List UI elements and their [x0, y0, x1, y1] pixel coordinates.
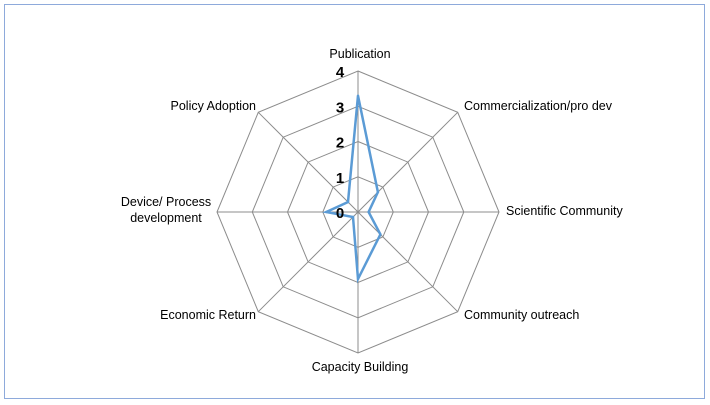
category-label-5: Economic Return: [160, 308, 256, 322]
category-label-1: Commercialization/pro dev: [464, 99, 613, 113]
tick-label-0: 0: [336, 205, 344, 222]
category-label-0: Publication: [329, 47, 390, 61]
spoke-1: [357, 111, 459, 213]
radar-category-labels: Publication Commercialization/pro dev Scie…: [121, 47, 624, 374]
data-point-4: [356, 277, 360, 281]
tick-label-3: 3: [336, 99, 344, 116]
radar-spokes: [217, 71, 499, 353]
data-point-0: [356, 94, 360, 97]
spoke-7: [257, 111, 359, 213]
tick-label-4: 4: [336, 64, 345, 81]
spoke-5: [257, 211, 359, 313]
tick-label-1: 1: [336, 170, 344, 187]
category-label-2: Scientific Community: [506, 204, 623, 218]
radar-series: [322, 94, 382, 284]
radar-tick-labels: 0 1 2 3 4: [336, 64, 345, 222]
category-label-6: Device/ Process development: [121, 195, 211, 225]
data-point-1: [376, 190, 380, 194]
data-point-5: [351, 215, 355, 219]
category-label-4: Capacity Building: [312, 360, 409, 374]
category-label-3: Community outreach: [464, 308, 579, 322]
data-point-3: [379, 233, 382, 236]
series-line-0: [322, 95, 382, 284]
data-point-6: [325, 210, 328, 214]
chart-frame: [4, 4, 705, 399]
spoke-3: [357, 211, 459, 313]
tick-label-2: 2: [336, 135, 344, 152]
category-label-7: Policy Adoption: [171, 99, 257, 113]
data-point-2: [367, 210, 370, 214]
data-point-7: [346, 200, 350, 204]
